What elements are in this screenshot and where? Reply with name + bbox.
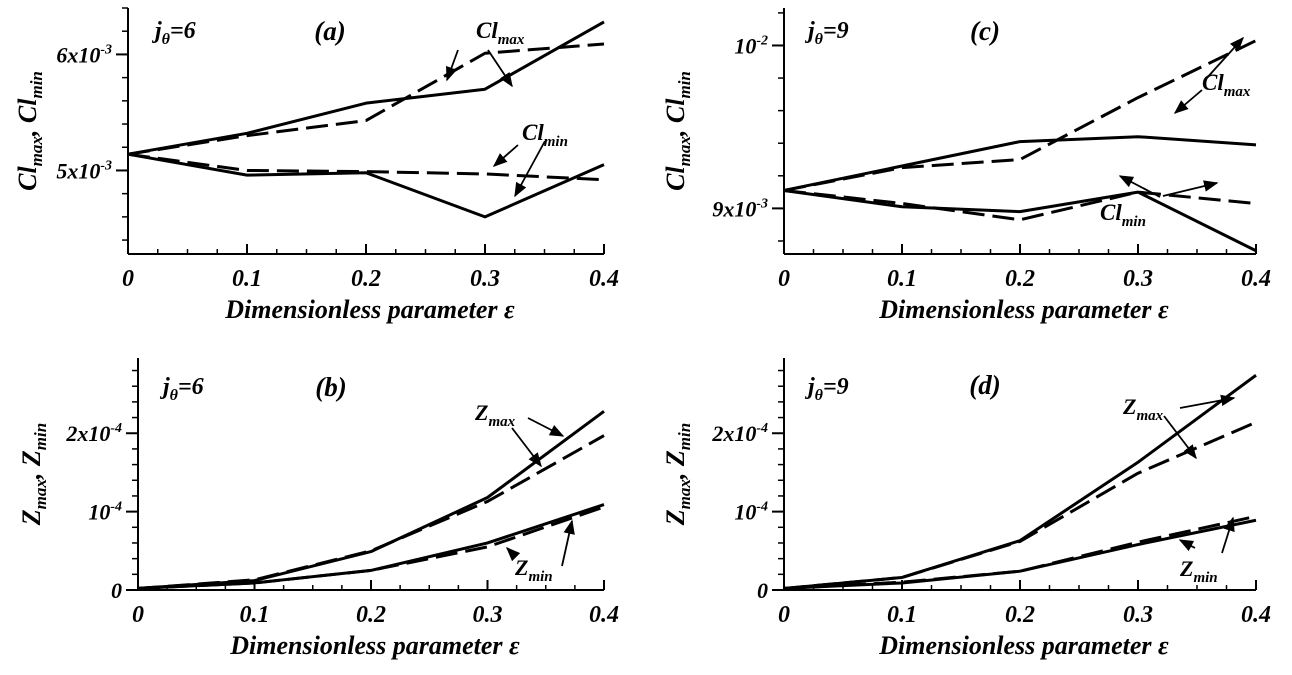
y-tick-label: 2x10-4 — [65, 421, 122, 446]
annotation-arrow — [1221, 516, 1235, 554]
y-tick-label: 6x10-3 — [56, 42, 112, 67]
x-tick-label: 0.2 — [1005, 266, 1035, 292]
x-tick-label: 0 — [132, 602, 144, 628]
x-tick-label: 0.4 — [1241, 602, 1271, 628]
annotation-arrow — [511, 427, 542, 468]
j-theta-label: jθ=6 — [159, 374, 204, 404]
x-tick-label: 0.3 — [470, 266, 500, 292]
j-theta-label: jθ=9 — [804, 18, 849, 48]
annotation-label: Clmax — [476, 18, 525, 48]
annotation-arrow — [1173, 89, 1203, 114]
x-axis-label: Dimensionless parameter ε — [878, 631, 1169, 660]
x-tick-label: 0.2 — [1005, 602, 1035, 628]
panel-label: (b) — [315, 372, 346, 402]
annotation-arrow — [446, 49, 459, 82]
x-tick-label: 0.4 — [1241, 266, 1271, 292]
series-line-0 — [127, 20, 605, 156]
panel-label: (a) — [314, 16, 345, 46]
panel-a: 0 0.1 0.2 0.3 0.4 5x10-3 6x10-3 Dimensionless p… — [13, 7, 619, 324]
y-axis-label: Clmax, Clmin — [661, 71, 694, 191]
x-tick-label: 0.4 — [589, 266, 619, 292]
series-line-0 — [137, 410, 605, 590]
x-axis-label: Dimensionless parameter ε — [878, 295, 1169, 324]
annotation-arrow — [487, 49, 513, 88]
series-line-1 — [783, 420, 1257, 590]
y-axis-label: Zmax, Zmin — [661, 423, 694, 526]
series-line-1 — [783, 39, 1257, 192]
y-tick-label: 10-2 — [734, 33, 768, 58]
x-tick-label: 0 — [122, 266, 134, 292]
series-line-1 — [137, 434, 605, 590]
annotation-arrow — [1118, 175, 1161, 198]
annotation-arrow — [492, 144, 519, 167]
annotation-label: Zmax — [1122, 394, 1164, 424]
annotation-arrow — [1204, 36, 1244, 81]
x-tick-label: 0.1 — [232, 266, 262, 292]
y-tick-label: 10-4 — [88, 500, 122, 525]
series-line-1 — [127, 42, 605, 156]
y-axis-label: Clmax, Clmin — [13, 71, 46, 191]
x-tick-label: 0 — [778, 266, 790, 292]
annotation-label: Zmax — [474, 400, 516, 430]
j-theta-label: jθ=9 — [804, 374, 849, 404]
x-tick-label: 0.2 — [356, 602, 386, 628]
x-tick-label: 0.2 — [351, 266, 381, 292]
series-line-3 — [783, 188, 1257, 222]
annotation-arrow — [527, 417, 565, 437]
x-axis-label: Dimensionless parameter ε — [224, 295, 515, 324]
y-tick-label: 0 — [757, 578, 768, 603]
annotation-arrow — [1163, 415, 1197, 460]
series-line-2 — [127, 152, 605, 219]
x-tick-label: 0.1 — [887, 266, 917, 292]
annotation-label: Zmin — [1179, 556, 1218, 586]
y-tick-label: 9x10-3 — [712, 196, 768, 221]
panel-b: 0 0.1 0.2 0.3 0.4 0 10-4 2x10-4 Dimensionless pa… — [17, 358, 619, 660]
series-line-3 — [127, 152, 605, 182]
annotation-label: Clmin — [522, 120, 568, 150]
annotation-arrow — [1179, 394, 1236, 409]
x-tick-label: 0.3 — [1123, 266, 1153, 292]
annotation-arrow — [514, 140, 546, 198]
y-tick-label: 5x10-3 — [56, 158, 112, 183]
annotation-arrow — [1178, 539, 1196, 552]
j-theta-label: jθ=6 — [151, 18, 196, 48]
x-tick-label: 0.3 — [473, 602, 503, 628]
y-tick-label: 10-4 — [734, 500, 768, 525]
series-line-3 — [137, 505, 605, 590]
annotation-label: Clmin — [1100, 200, 1146, 230]
x-tick-label: 0.1 — [887, 602, 917, 628]
annotation-arrow — [561, 519, 575, 567]
x-tick-label: 0.3 — [1123, 602, 1153, 628]
panel-c: 0 0.1 0.2 0.3 0.4 9x10-3 10-2 Dimensionless par… — [661, 8, 1271, 324]
x-tick-label: 0.1 — [240, 602, 270, 628]
annotation-label: Zmin — [514, 555, 553, 585]
annotation-arrow — [505, 546, 521, 562]
y-tick-label: 2x10-4 — [711, 421, 768, 446]
x-axis-label: Dimensionless parameter ε — [229, 631, 520, 660]
y-axis-label: Zmax, Zmin — [17, 423, 50, 526]
series-line-3 — [783, 514, 1257, 590]
panel-d: 0 0.1 0.2 0.3 0.4 0 10-4 2x10-4 Dimensionless pa… — [661, 358, 1271, 660]
annotation-arrow — [1162, 180, 1219, 197]
x-tick-label: 0.4 — [589, 602, 619, 628]
y-tick-label: 0 — [111, 578, 122, 603]
series-line-0 — [783, 135, 1257, 192]
series-line-2 — [783, 188, 1257, 253]
panel-label: (d) — [969, 370, 1000, 400]
panel-label: (c) — [970, 16, 1000, 46]
x-tick-label: 0 — [778, 602, 790, 628]
